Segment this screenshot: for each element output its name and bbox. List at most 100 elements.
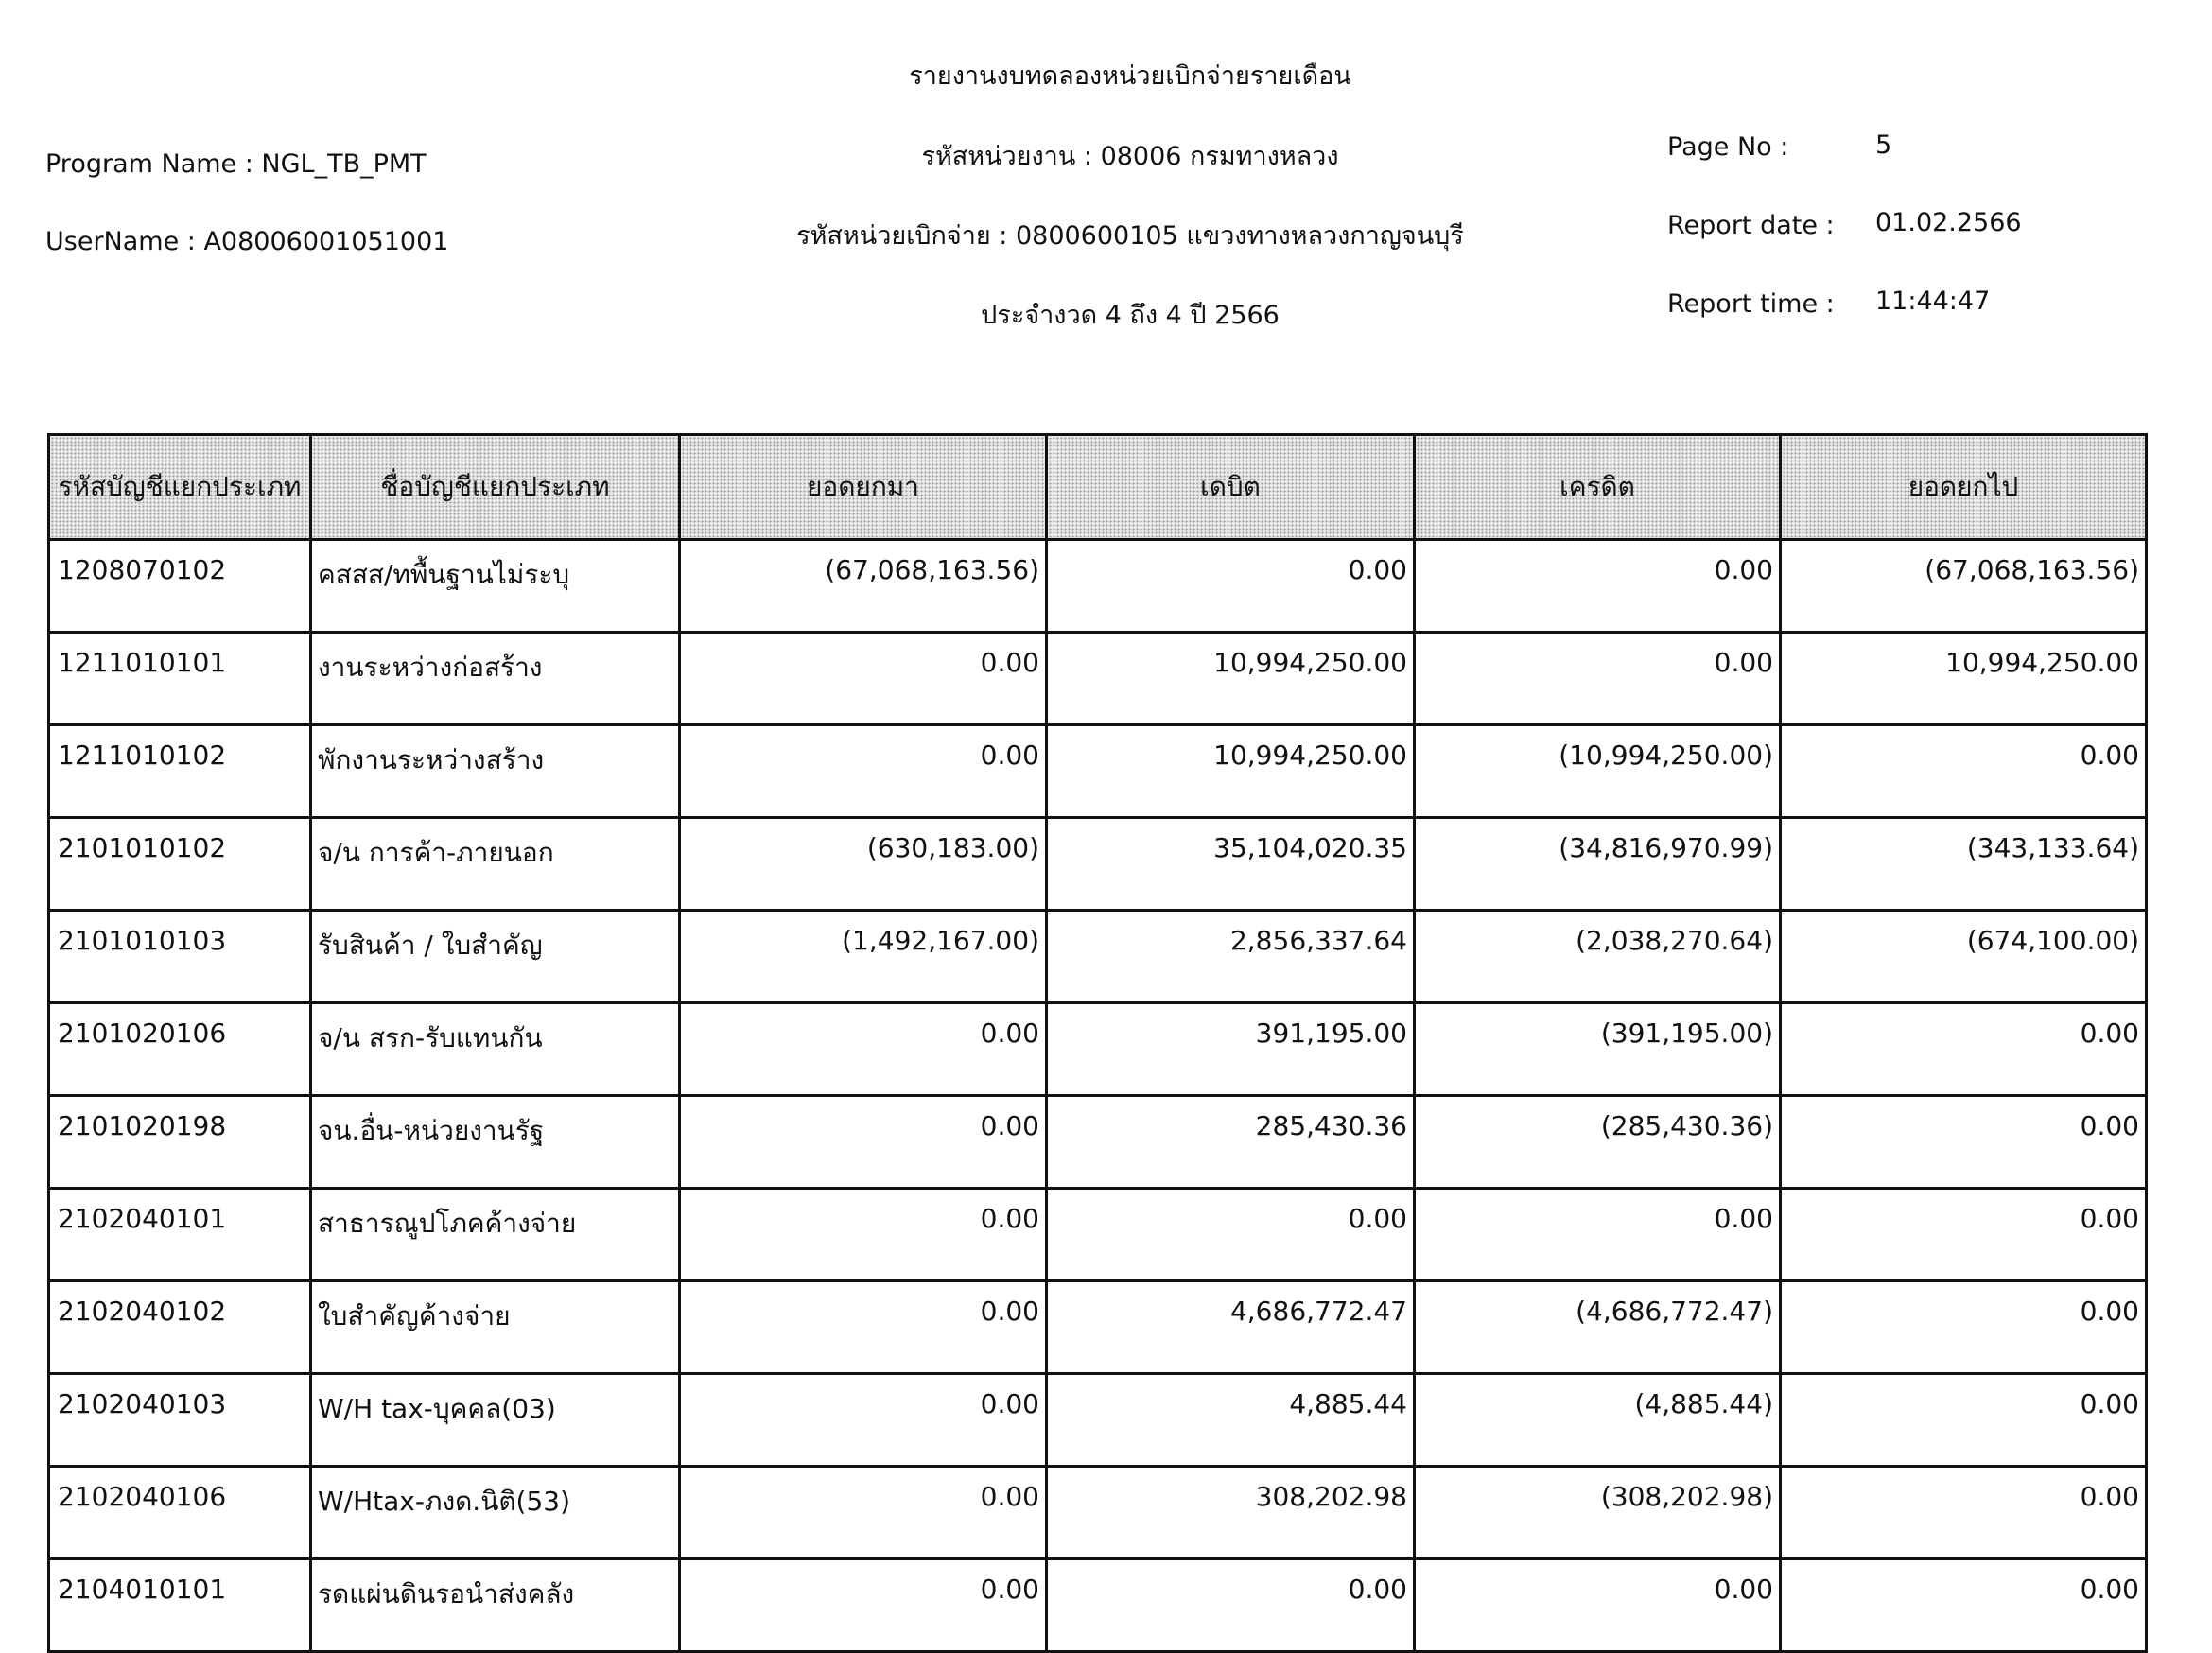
cell-opening-balance: 0.00 (678, 1557, 1048, 1653)
table-row: 2101020106 จ/น สรก-รับแทนกัน 0.00 391,195.0… (47, 1001, 2148, 1097)
cell-credit: (285,430.36) (1413, 1094, 1782, 1190)
cell-closing-balance: 0.00 (1779, 1187, 2148, 1282)
cell-credit: 0.00 (1413, 1187, 1782, 1282)
cell-debit: 4,885.44 (1045, 1372, 1416, 1468)
cell-opening-balance: 0.00 (678, 1465, 1048, 1560)
username: UserName : A08006001051001 (45, 227, 449, 256)
table-row: 2101010102 จ/น การค้า-ภายนอก (630,183.00) 3… (47, 816, 2148, 912)
report-time-label: Report time : (1667, 289, 1835, 319)
table-row: 1211010101 งานระหว่างก่อสร้าง 0.00 10,994,2… (47, 631, 2148, 726)
cell-account-code: 2102040102 (47, 1279, 312, 1375)
cell-credit: (391,195.00) (1413, 1001, 1782, 1097)
cell-account-name: พักงานระหว่างสร้าง (309, 723, 681, 819)
report-title: รายงานงบทดลองหน่วยเบิกจ่ายรายเดือน (909, 61, 1351, 91)
cell-account-code: 2102040106 (47, 1465, 312, 1560)
cell-credit: 0.00 (1413, 631, 1782, 726)
cell-account-code: 2101020198 (47, 1094, 312, 1190)
trial-balance-table: รหัสบัญชีแยกประเภท ชื่อบัญชีแยกประเภท ยอ… (47, 433, 2148, 1653)
cell-closing-balance: (343,133.64) (1779, 816, 2148, 912)
report-date-label: Report date : (1667, 211, 1835, 240)
cell-opening-balance: 0.00 (678, 723, 1048, 819)
header-opening-balance: ยอดยกมา (678, 433, 1048, 541)
cell-opening-balance: 0.00 (678, 1094, 1048, 1190)
cell-account-code: 2101010103 (47, 909, 312, 1004)
cell-account-name: จ/น สรก-รับแทนกัน (309, 1001, 681, 1097)
cell-account-name: สาธารณูปโภคค้างจ่าย (309, 1187, 681, 1282)
cell-account-code: 2102040101 (47, 1187, 312, 1282)
cell-debit: 35,104,020.35 (1045, 816, 1416, 912)
cell-account-name: ใบสำคัญค้างจ่าย (309, 1279, 681, 1375)
cell-closing-balance: 0.00 (1779, 1094, 2148, 1190)
cell-debit: 10,994,250.00 (1045, 723, 1416, 819)
table-header-row: รหัสบัญชีแยกประเภท ชื่อบัญชีแยกประเภท ยอ… (47, 433, 2148, 541)
cell-closing-balance: 0.00 (1779, 723, 2148, 819)
cell-opening-balance: 0.00 (678, 1001, 1048, 1097)
header-account-name: ชื่อบัญชีแยกประเภท (309, 433, 681, 541)
cell-opening-balance: 0.00 (678, 631, 1048, 726)
cell-account-name: คสสส/ทพื้นฐานไม่ระบุ (309, 538, 681, 634)
cell-debit: 285,430.36 (1045, 1094, 1416, 1190)
table-row: 1211010102 พักงานระหว่างสร้าง 0.00 10,994,2… (47, 723, 2148, 819)
cell-opening-balance: (630,183.00) (678, 816, 1048, 912)
report-date: 01.02.2566 (1875, 208, 2022, 237)
cell-credit: 0.00 (1413, 1557, 1782, 1653)
header-debit: เดบิต (1045, 433, 1416, 541)
cell-account-name: W/H tax-บุคคล(03) (309, 1372, 681, 1468)
table-row: 2102040101 สาธารณูปโภคค้างจ่าย 0.00 0.00 0.0… (47, 1187, 2148, 1282)
cell-debit: 0.00 (1045, 538, 1416, 634)
table-row: 2102040102 ใบสำคัญค้างจ่าย 0.00 4,686,772.4… (47, 1279, 2148, 1375)
cell-account-code: 1211010102 (47, 723, 312, 819)
cell-debit: 308,202.98 (1045, 1465, 1416, 1560)
cell-credit: (34,816,970.99) (1413, 816, 1782, 912)
program-name: Program Name : NGL_TB_PMT (45, 149, 427, 179)
table-row: 2102040103 W/H tax-บุคคล(03) 0.00 4,885.44(… (47, 1372, 2148, 1468)
cell-account-name: รดแผ่นดินรอนำส่งคลัง (309, 1557, 681, 1653)
cell-debit: 4,686,772.47 (1045, 1279, 1416, 1375)
cell-closing-balance: 0.00 (1779, 1279, 2148, 1375)
cell-credit: (4,885.44) (1413, 1372, 1782, 1468)
table-row: 2102040106 W/Htax-ภงด.นิติ(53) 0.00 308,202… (47, 1465, 2148, 1560)
cell-account-code: 1211010101 (47, 631, 312, 726)
table-row: 1208070102 คสสส/ทพื้นฐานไม่ระบุ (67,068,16… (47, 538, 2148, 634)
table-row: 2101010103 รับสินค้า / ใบสำคัญ (1,492,167.… (47, 909, 2148, 1004)
cell-debit: 10,994,250.00 (1045, 631, 1416, 726)
disbursing-unit-code: รหัสหน่วยเบิกจ่าย : 0800600105 แขวงทางหล… (796, 221, 1464, 251)
cell-account-code: 2101010102 (47, 816, 312, 912)
header-credit: เครดิต (1413, 433, 1782, 541)
cell-account-code: 2104010101 (47, 1557, 312, 1653)
cell-closing-balance: 0.00 (1779, 1001, 2148, 1097)
cell-opening-balance: 0.00 (678, 1279, 1048, 1375)
cell-account-code: 2102040103 (47, 1372, 312, 1468)
header-closing-balance: ยอดยกไป (1779, 433, 2148, 541)
cell-account-code: 1208070102 (47, 538, 312, 634)
cell-account-name: จ/น การค้า-ภายนอก (309, 816, 681, 912)
cell-debit: 0.00 (1045, 1187, 1416, 1282)
cell-closing-balance: (674,100.00) (1779, 909, 2148, 1004)
cell-credit: 0.00 (1413, 538, 1782, 634)
cell-debit: 391,195.00 (1045, 1001, 1416, 1097)
table-row: 2104010101 รดแผ่นดินรอนำส่งคลัง 0.00 0.00 0.… (47, 1557, 2148, 1653)
cell-closing-balance: (67,068,163.56) (1779, 538, 2148, 634)
cell-credit: (308,202.98) (1413, 1465, 1782, 1560)
cell-account-name: W/Htax-ภงด.นิติ(53) (309, 1465, 681, 1560)
page-no: 5 (1875, 130, 1892, 160)
agency-code: รหัสหน่วยงาน : 08006 กรมทางหลวง (921, 142, 1339, 171)
header-account-code: รหัสบัญชีแยกประเภท (47, 433, 312, 541)
cell-debit: 0.00 (1045, 1557, 1416, 1653)
cell-debit: 2,856,337.64 (1045, 909, 1416, 1004)
cell-account-name: รับสินค้า / ใบสำคัญ (309, 909, 681, 1004)
cell-closing-balance: 10,994,250.00 (1779, 631, 2148, 726)
cell-opening-balance: (1,492,167.00) (678, 909, 1048, 1004)
cell-opening-balance: 0.00 (678, 1372, 1048, 1468)
cell-closing-balance: 0.00 (1779, 1372, 2148, 1468)
page-no-label: Page No : (1667, 132, 1789, 162)
cell-account-name: จน.อื่น-หน่วยงานรัฐ (309, 1094, 681, 1190)
cell-closing-balance: 0.00 (1779, 1557, 2148, 1653)
cell-account-code: 2101020106 (47, 1001, 312, 1097)
cell-closing-balance: 0.00 (1779, 1465, 2148, 1560)
cell-account-name: งานระหว่างก่อสร้าง (309, 631, 681, 726)
cell-opening-balance: (67,068,163.56) (678, 538, 1048, 634)
report-time: 11:44:47 (1875, 287, 1991, 316)
table-row: 2101020198 จน.อื่น-หน่วยงานรัฐ 0.00 285,430… (47, 1094, 2148, 1190)
cell-credit: (2,038,270.64) (1413, 909, 1782, 1004)
